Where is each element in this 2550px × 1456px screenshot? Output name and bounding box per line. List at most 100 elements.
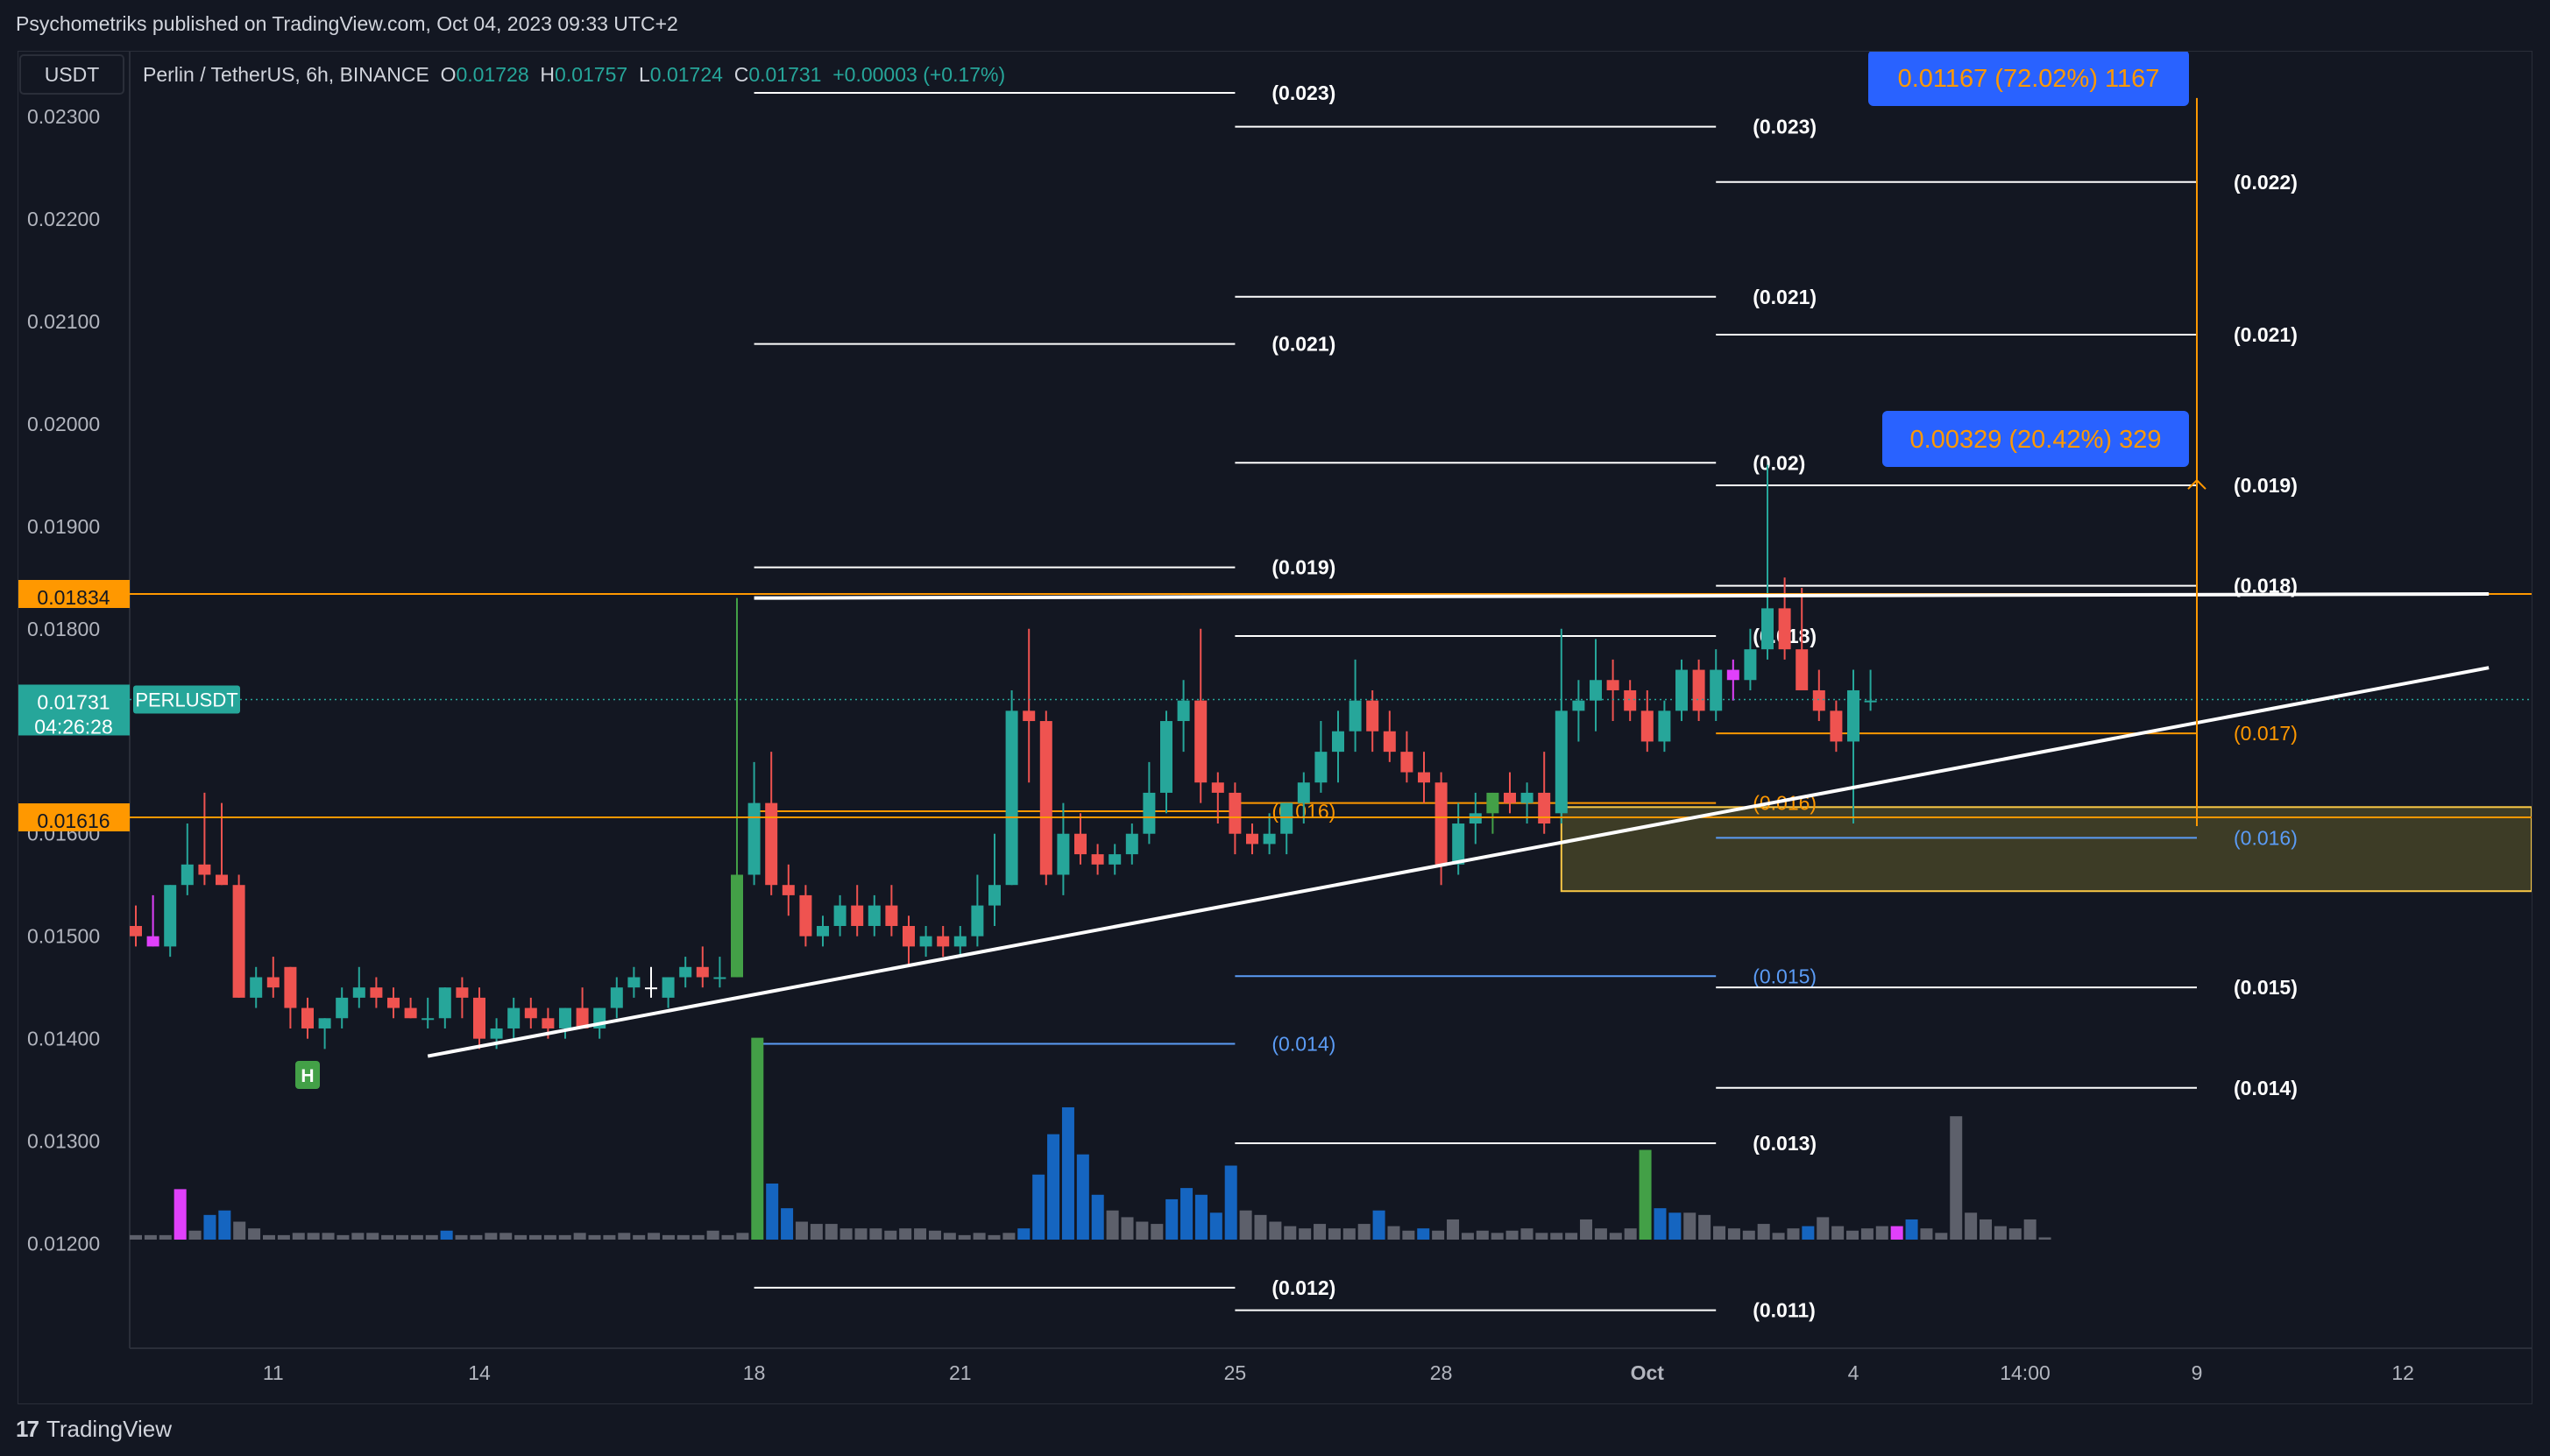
price-chart[interactable]: 0.02300 0.02200 0.02100 0.02000 0.01900 0.018… [18, 52, 2532, 1403]
candle-body[interactable] [507, 1007, 521, 1028]
candle-body[interactable] [1349, 700, 1362, 732]
candle-body[interactable] [387, 997, 400, 1008]
candle-body[interactable] [1229, 792, 1242, 834]
candle-body[interactable] [868, 905, 881, 926]
candle-body[interactable] [1486, 792, 1499, 814]
candle-body[interactable] [542, 1018, 555, 1028]
candle-body[interactable] [1177, 700, 1190, 722]
candle-body[interactable] [1761, 608, 1774, 650]
candle-body[interactable] [662, 977, 675, 998]
candle-body[interactable] [1160, 721, 1172, 793]
candle-body[interactable] [370, 987, 383, 998]
candle-body[interactable] [713, 977, 726, 979]
candle-body[interactable] [1125, 833, 1138, 855]
candle-body[interactable] [146, 936, 159, 947]
candle-body[interactable] [266, 977, 280, 988]
candle-body[interactable] [1624, 689, 1637, 711]
candle-body[interactable] [1091, 854, 1104, 865]
candle-body[interactable] [1400, 752, 1413, 773]
candle-body[interactable] [1314, 752, 1328, 783]
candle-body[interactable] [1246, 833, 1258, 845]
candle-body[interactable] [250, 977, 263, 998]
candle-body[interactable] [953, 936, 967, 947]
candle-body[interactable] [1057, 833, 1070, 875]
candle-body[interactable] [284, 966, 297, 1008]
candle-body[interactable] [1023, 710, 1036, 722]
ascending-trendline[interactable] [427, 666, 2490, 1058]
candle-body[interactable] [1830, 710, 1843, 742]
candle-body[interactable] [490, 1028, 503, 1039]
candle-body[interactable] [1847, 689, 1859, 742]
candle-body[interactable] [885, 905, 898, 926]
candle-body[interactable] [1434, 782, 1448, 865]
resistance-trendline[interactable] [754, 592, 2490, 600]
support-zone[interactable] [1560, 806, 2532, 893]
candle-body[interactable] [988, 885, 1001, 906]
candle-body[interactable] [1074, 833, 1087, 855]
candle-body[interactable] [1005, 710, 1018, 886]
candle-body[interactable] [1039, 721, 1052, 875]
candle-body[interactable] [1606, 680, 1619, 690]
candle-body[interactable] [731, 874, 743, 978]
candle-body[interactable] [765, 802, 778, 886]
candle-body[interactable] [747, 802, 761, 875]
candle-body[interactable] [1109, 854, 1122, 865]
candle-body[interactable] [1675, 669, 1688, 711]
candle-body[interactable] [1194, 700, 1208, 783]
candle-body[interactable] [456, 987, 469, 998]
candle-body[interactable] [1726, 669, 1739, 681]
currency-button[interactable] [19, 54, 124, 95]
candle-body[interactable] [679, 966, 692, 978]
candle-body[interactable] [903, 925, 915, 947]
candle-body[interactable] [971, 905, 984, 937]
candle-body[interactable] [1452, 823, 1465, 865]
candle-body[interactable] [1469, 813, 1482, 824]
candle-body[interactable] [1280, 802, 1293, 834]
candle-body[interactable] [198, 864, 211, 875]
candle-body[interactable] [301, 1007, 314, 1028]
tradingview-logo[interactable]: 17 TradingView [16, 1416, 172, 1443]
candle-body[interactable] [919, 936, 932, 947]
candle-body[interactable] [524, 1007, 537, 1019]
candle-body[interactable] [1590, 680, 1602, 701]
chart-frame[interactable]: 0.02300 0.02200 0.02100 0.02000 0.01900 0.018… [18, 51, 2532, 1404]
candle-body[interactable] [1692, 669, 1705, 711]
candle-body[interactable] [1710, 669, 1723, 711]
candle-body[interactable] [1572, 700, 1585, 711]
candle-body[interactable] [799, 894, 812, 937]
candle-body[interactable] [627, 977, 641, 988]
candle-body[interactable] [232, 885, 245, 998]
candle-body[interactable] [1211, 782, 1224, 793]
candle-body[interactable] [164, 885, 177, 947]
candle-body[interactable] [318, 1018, 331, 1028]
candle-body[interactable] [645, 987, 657, 990]
candle-body[interactable] [1658, 710, 1671, 742]
candle-body[interactable] [216, 874, 228, 886]
candle-body[interactable] [438, 987, 451, 1019]
candle-body[interactable] [130, 925, 142, 937]
candle-body[interactable] [782, 885, 795, 895]
candle-body[interactable] [696, 966, 709, 978]
candle-body[interactable] [1744, 649, 1757, 681]
candle-body[interactable] [1504, 792, 1516, 803]
candle-body[interactable] [559, 1007, 571, 1028]
candle-body[interactable] [576, 1007, 589, 1028]
candle-body[interactable] [1520, 792, 1534, 803]
candle-body[interactable] [937, 936, 950, 947]
candle-body[interactable] [1383, 731, 1396, 753]
candle-body[interactable] [1297, 782, 1310, 803]
candle-body[interactable] [1418, 772, 1430, 783]
candle-body[interactable] [1778, 608, 1791, 650]
candle-body[interactable] [610, 987, 623, 1008]
candle-body[interactable] [1263, 833, 1276, 845]
candle-body[interactable] [336, 997, 349, 1019]
candle-body[interactable] [1366, 700, 1379, 732]
candle-body[interactable] [1555, 710, 1568, 814]
candle-body[interactable] [1796, 649, 1809, 690]
candle-body[interactable] [1812, 689, 1825, 711]
candle-body[interactable] [404, 1007, 417, 1019]
candle-body[interactable] [817, 925, 829, 937]
candle-body[interactable] [352, 987, 365, 998]
candle-body[interactable] [833, 905, 846, 926]
candle-body[interactable] [1640, 710, 1654, 742]
